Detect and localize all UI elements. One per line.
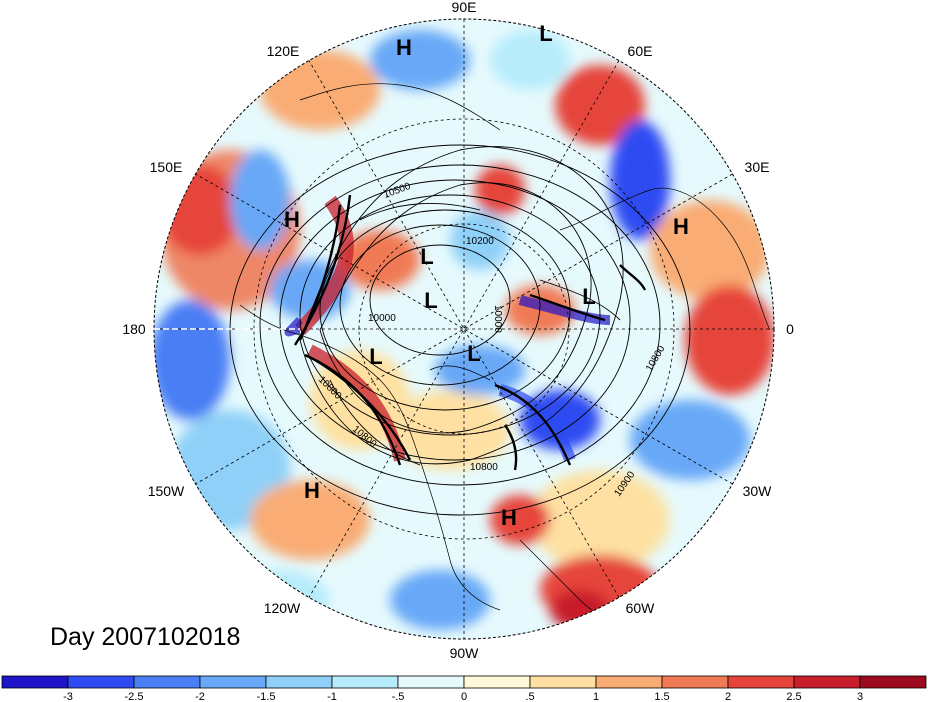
colorbar-swatch [463, 675, 531, 689]
lon-label: 90E [452, 0, 477, 15]
colorbar-swatch [133, 675, 201, 689]
colorbar-swatch [265, 675, 333, 689]
day-label: Day 2007102018 [50, 623, 240, 651]
colorbar-tick-label: -1 [327, 691, 337, 702]
colorbar-tick-label: -3 [63, 691, 73, 702]
colorbar-swatch [397, 675, 465, 689]
colorbar-swatch [595, 675, 663, 689]
lon-label: 120W [264, 600, 301, 616]
pressure-center: L [539, 21, 552, 46]
colorbar-swatch [727, 675, 795, 689]
contour-label: 10000 [492, 305, 503, 333]
lon-label: 30E [745, 159, 770, 175]
pressure-center: L [467, 341, 480, 366]
lon-label: 60E [628, 43, 653, 59]
pressure-center: H [284, 207, 300, 232]
pressure-center: H [396, 35, 412, 60]
colorbar-tick-label: 1 [593, 691, 599, 702]
colorbar-tick-label: -2 [195, 691, 205, 702]
colorbar-tick-label: .5 [525, 691, 534, 702]
colorbar-tick-label: -2.5 [125, 691, 144, 702]
colorbar-tick-label: 2 [725, 691, 731, 702]
lon-label: 0 [786, 321, 794, 337]
contour-label: 10200 [466, 236, 494, 247]
pressure-center: H [304, 478, 320, 503]
pressure-center: L [420, 244, 433, 269]
colorbar-tick-label: 2.5 [786, 691, 801, 702]
colorbar-tick-label: -1.5 [257, 691, 276, 702]
pressure-center: L [582, 284, 595, 309]
contour-label: 10800 [470, 462, 498, 473]
height-contours [229, 144, 691, 516]
colorbar-swatch [793, 675, 861, 689]
colorbar-tick-label: 3 [857, 691, 863, 702]
colorbar: -3 -2.5 -2 -1.5 -1 -.5 0 .5 1 1.5 2 2.5 3 [1, 675, 927, 702]
pressure-center: H [501, 505, 517, 530]
colorbar-tick-label: 0 [461, 691, 467, 702]
colorbar-swatch [1, 675, 69, 689]
colorbar-swatch [859, 675, 927, 689]
colorbar-swatch [661, 675, 729, 689]
colorbar-tick-label: -.5 [392, 691, 405, 702]
lon-label: 90W [450, 645, 480, 661]
longitude-labels: 90E 60E 30E 0 30W 60W 90W 120W 150W 180 … [122, 0, 794, 661]
contour-label: 10000 [368, 313, 396, 324]
colorbar-tick-label: 1.5 [654, 691, 669, 702]
pressure-center: L [369, 344, 382, 369]
colorbar-swatch [67, 675, 135, 689]
colorbar-swatch [529, 675, 597, 689]
pressure-center: L [424, 288, 437, 313]
colorbar-swatch [199, 675, 267, 689]
lon-label: 60W [626, 600, 656, 616]
coastlines [239, 83, 771, 625]
map-border [153, 18, 775, 640]
pressure-center: H [673, 214, 689, 239]
jet-contours [293, 194, 647, 471]
lon-label: 150W [148, 483, 185, 499]
lon-label: 120E [267, 43, 300, 59]
colorbar-swatch [331, 675, 399, 689]
pressure-centers: H L H L L H L L L H H [284, 21, 689, 530]
lon-label: 150E [150, 159, 183, 175]
lon-label: 180 [122, 321, 146, 337]
lon-label: 30W [743, 483, 773, 499]
